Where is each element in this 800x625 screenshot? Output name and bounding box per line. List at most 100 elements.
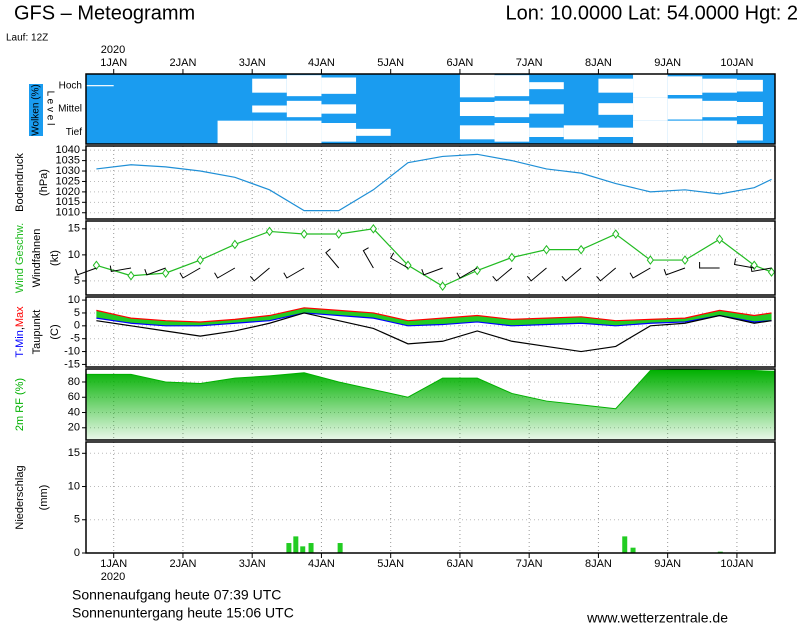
date-label-top: 2JAN [169, 57, 196, 69]
wind-barb [561, 267, 582, 282]
date-label-top: 4JAN [308, 57, 335, 69]
panel-label-part: , [14, 327, 26, 330]
date-label-bottom: 7JAN [516, 558, 543, 570]
cloud-cover [667, 120, 703, 144]
panel-label: Niederschlag [14, 465, 26, 529]
cloud-cover [252, 120, 287, 144]
cloud-cover [633, 120, 668, 144]
panel-label: (mm) [38, 485, 50, 511]
year-top: 2020 [101, 44, 125, 56]
cloud-cover [667, 98, 703, 120]
level-label: Tief [66, 127, 83, 138]
panel-border [85, 220, 776, 296]
run: Lauf: 12Z [6, 33, 48, 44]
y-tick-label: 40 [68, 406, 80, 418]
diamond-marker [750, 260, 758, 271]
y-tick-label: 10 [68, 480, 80, 492]
precip-bar [293, 536, 299, 553]
cloud-cover [286, 75, 322, 97]
wind-barb [283, 267, 305, 279]
date-label-bottom: 10JAN [720, 558, 753, 570]
y-tick-label: 1030 [56, 165, 80, 177]
diamond-marker [508, 252, 516, 263]
date-label-top: 6JAN [446, 57, 473, 69]
location: Lon: 10.0000 Lat: 54.0000 Hgt: 2 [506, 2, 798, 24]
panel-border [85, 441, 776, 554]
date-label-top: 10JAN [720, 57, 753, 69]
wind-barb [421, 267, 443, 276]
cloud-cover [598, 127, 634, 137]
panel-label-part: Windfahnen [31, 229, 43, 288]
wind-barb [325, 248, 340, 269]
diamond-marker [767, 267, 776, 277]
wind-barb [75, 267, 97, 276]
date-label-top: 7JAN [516, 57, 543, 69]
diamond-marker [92, 260, 101, 271]
panel-label-part: Wind Geschw. [14, 223, 26, 293]
wind-barb [456, 267, 478, 279]
y-tick-label: 1015 [56, 196, 80, 208]
diamond-marker [369, 223, 377, 234]
temp-range-fill [96, 307, 772, 326]
diamond-marker [438, 281, 447, 291]
wind-barb [492, 267, 513, 282]
y-tick-label: 5 [74, 275, 80, 287]
humidity-area [85, 369, 776, 441]
date-label-bottom: 3JAN [239, 558, 266, 570]
cloud-cover [252, 78, 287, 93]
cloud-cover [529, 82, 564, 90]
cloud-cover [459, 125, 495, 140]
panel-label: Wind Geschw. [14, 223, 26, 293]
panel-label-part: (kt) [49, 250, 61, 266]
y-tick-label: 1010 [56, 207, 80, 219]
y-tick-label: 1020 [56, 186, 80, 198]
panel-label: Taupunkt [31, 310, 43, 355]
diamond-marker [715, 234, 724, 245]
series-line [96, 312, 772, 327]
cloud-cover [529, 104, 564, 114]
cloud-cover [321, 104, 357, 114]
date-label-top: 5JAN [377, 57, 404, 69]
sunset: Sonnenuntergang heute 15:06 UTC [72, 605, 294, 621]
diamond-marker [196, 255, 204, 265]
diamond-marker [265, 226, 274, 237]
cloud-cover [736, 124, 763, 141]
wind-barb [214, 267, 236, 279]
sunrise: Sonnenaufgang heute 07:39 UTC [72, 587, 281, 603]
cloud-cover [633, 97, 668, 121]
cloud-cover [356, 128, 391, 136]
panel-label-part: Niederschlag [14, 465, 26, 529]
date-label-bottom: 4JAN [308, 558, 335, 570]
y-tick-label: 20 [68, 422, 80, 434]
cloud-cover [494, 75, 530, 97]
panel-label-part: 2m RF (%) [14, 378, 26, 431]
y-tick-label: 1025 [56, 175, 80, 187]
cloud-cover [321, 123, 357, 142]
panel-label-part: (C) [49, 324, 61, 339]
series-line [96, 307, 772, 323]
cloud-cover [736, 102, 763, 116]
cloud-cover [702, 100, 737, 118]
y-tick-label: 5 [74, 307, 80, 319]
panel-border [85, 368, 776, 441]
source: www.wetterzentrale.de [586, 610, 728, 625]
series-line [96, 153, 772, 212]
wind-barb [109, 265, 132, 273]
y-tick-label: 0 [74, 320, 80, 332]
date-label-bottom: 9JAN [654, 558, 681, 570]
panel-label: Wolken (%) [31, 84, 42, 136]
panel-label-part: Max [14, 306, 26, 327]
diamond-marker [542, 244, 551, 255]
y-tick-label: 1040 [56, 144, 80, 156]
cloud-cover [286, 120, 322, 144]
cloud-cover [598, 78, 634, 93]
wind-barb [750, 265, 772, 273]
wind-barb [663, 267, 686, 276]
cloud-cover [667, 76, 703, 95]
axis-label: L e v e l [44, 91, 55, 126]
diamond-marker [612, 229, 620, 239]
level-label: Hoch [59, 80, 82, 91]
wind-barb [389, 252, 409, 269]
precip-bar [622, 536, 628, 553]
diamond-marker [231, 239, 239, 250]
